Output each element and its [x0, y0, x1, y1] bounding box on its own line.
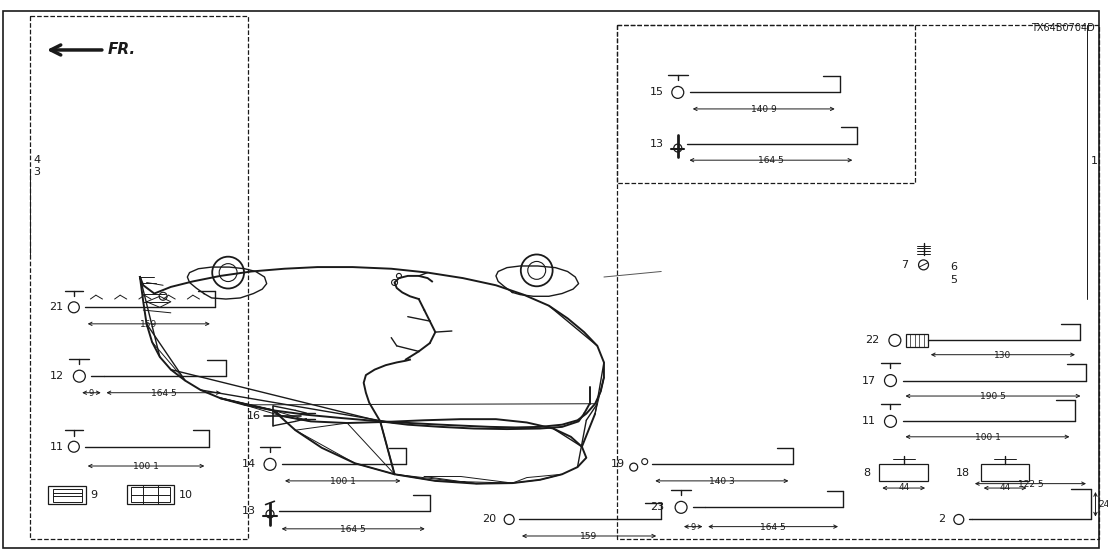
Text: 130: 130	[994, 351, 1012, 360]
Text: 13: 13	[649, 138, 664, 148]
Text: 190 5: 190 5	[981, 392, 1006, 401]
Text: 16: 16	[247, 411, 261, 421]
Text: 100 1: 100 1	[975, 433, 1001, 442]
Text: FR.: FR.	[107, 43, 136, 58]
Text: 23: 23	[650, 502, 665, 512]
Text: 15: 15	[649, 88, 664, 98]
Text: 18: 18	[956, 468, 970, 478]
Text: 3: 3	[33, 167, 40, 177]
Text: 22: 22	[865, 335, 880, 345]
Text: 11: 11	[50, 442, 64, 452]
Text: 44: 44	[899, 483, 910, 492]
Text: 159: 159	[581, 532, 597, 541]
Text: 7: 7	[901, 260, 909, 270]
Text: 140 9: 140 9	[751, 105, 777, 114]
Circle shape	[521, 254, 553, 286]
Text: 21: 21	[49, 302, 63, 312]
Text: 100 1: 100 1	[133, 462, 158, 471]
Text: 9: 9	[690, 522, 696, 532]
Circle shape	[213, 257, 244, 289]
Text: 24: 24	[1099, 500, 1108, 509]
Text: 5: 5	[950, 275, 957, 285]
Text: 6: 6	[950, 262, 957, 272]
Text: 9: 9	[91, 490, 98, 500]
Text: TX64B0704D: TX64B0704D	[1030, 23, 1095, 33]
Text: 100 1: 100 1	[330, 477, 356, 486]
Text: 164 5: 164 5	[340, 525, 366, 534]
Text: 8: 8	[863, 468, 871, 478]
Text: 1: 1	[1091, 156, 1098, 166]
Text: 4: 4	[33, 155, 40, 165]
Text: 2: 2	[938, 515, 945, 525]
Text: 44: 44	[999, 483, 1010, 492]
Text: 122 5: 122 5	[1017, 480, 1044, 489]
Text: 17: 17	[862, 376, 876, 386]
Text: 11: 11	[862, 417, 876, 427]
Text: 19: 19	[611, 459, 625, 469]
Text: 164 5: 164 5	[760, 522, 786, 532]
Text: 20: 20	[482, 515, 496, 525]
Text: 10: 10	[178, 490, 193, 500]
Text: 140 3: 140 3	[709, 477, 735, 486]
Text: 14: 14	[242, 459, 256, 469]
Text: 13: 13	[242, 506, 256, 516]
Text: 159: 159	[140, 320, 157, 329]
Text: 164 5: 164 5	[758, 156, 783, 165]
Text: 164 5: 164 5	[151, 389, 176, 398]
Text: 9: 9	[89, 389, 94, 398]
Text: 12: 12	[50, 371, 64, 381]
